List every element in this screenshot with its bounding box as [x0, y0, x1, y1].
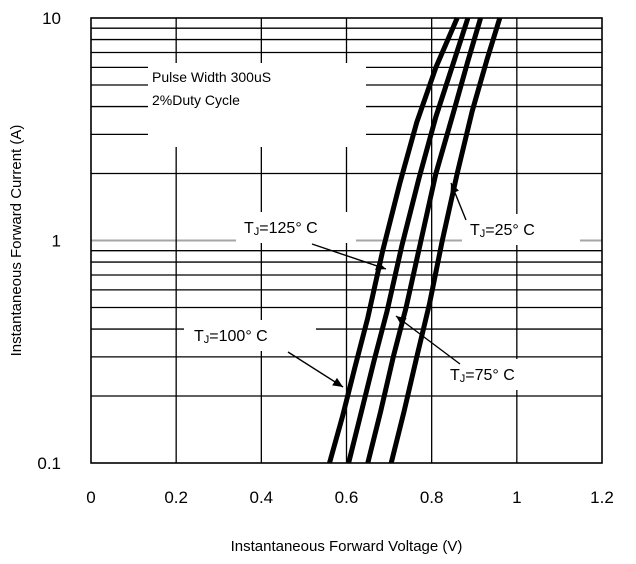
arrowhead-icon: [396, 316, 407, 326]
x-tick-label: 0.4: [250, 488, 274, 507]
x-tick-label: 1.2: [590, 488, 614, 507]
x-tick-label: 0.2: [164, 488, 188, 507]
series-label-background: [440, 359, 562, 390]
series-label-background: [236, 212, 356, 243]
annotation-background: [148, 63, 366, 147]
series-label-arrow: [311, 243, 387, 270]
series-curve-2: [346, 17, 471, 464]
arrowhead-icon: [375, 261, 386, 271]
x-tick-label: 1: [512, 488, 521, 507]
series-curve-1: [327, 17, 460, 464]
series-label: TJ=25° C: [470, 222, 535, 240]
y-tick-label: 0.1: [37, 454, 61, 473]
series-label: TJ=75° C: [450, 367, 515, 385]
series-label-background: [462, 214, 580, 245]
series-curve-4: [388, 17, 503, 464]
y-tick-label: 10: [42, 9, 61, 28]
series-label-arrow: [287, 351, 344, 388]
arrowhead-icon: [450, 183, 459, 194]
plot-frame: [90, 17, 603, 464]
series-labels: TJ=125° C TJ=100° C TJ=75° C TJ=25° C: [184, 182, 580, 390]
y-tick-label: 1: [52, 232, 61, 251]
series-label: TJ=100° C: [194, 328, 268, 346]
series-label-background: [184, 320, 316, 351]
annotation-line-2: 2%Duty Cycle: [152, 92, 240, 108]
x-tick-label: 0: [86, 488, 95, 507]
series-label-arrow: [395, 315, 461, 365]
x-tick-label: 0.6: [335, 488, 359, 507]
series-curves: [327, 17, 503, 464]
series-curve-3: [365, 17, 483, 464]
tick-labels: 0 0.2 0.4 0.6 0.8 1 1.2 0.1 1 10: [37, 9, 613, 507]
series-label: TJ=125° C: [244, 220, 318, 238]
y-axis-title: Instantaneous Forward Current (A): [8, 125, 25, 357]
x-axis-title: Instantaneous Forward Voltage (V): [231, 538, 463, 555]
annotation-line-1: Pulse Width 300uS: [152, 69, 271, 85]
arrowhead-icon: [332, 377, 343, 387]
x-tick-label: 0.8: [420, 488, 444, 507]
